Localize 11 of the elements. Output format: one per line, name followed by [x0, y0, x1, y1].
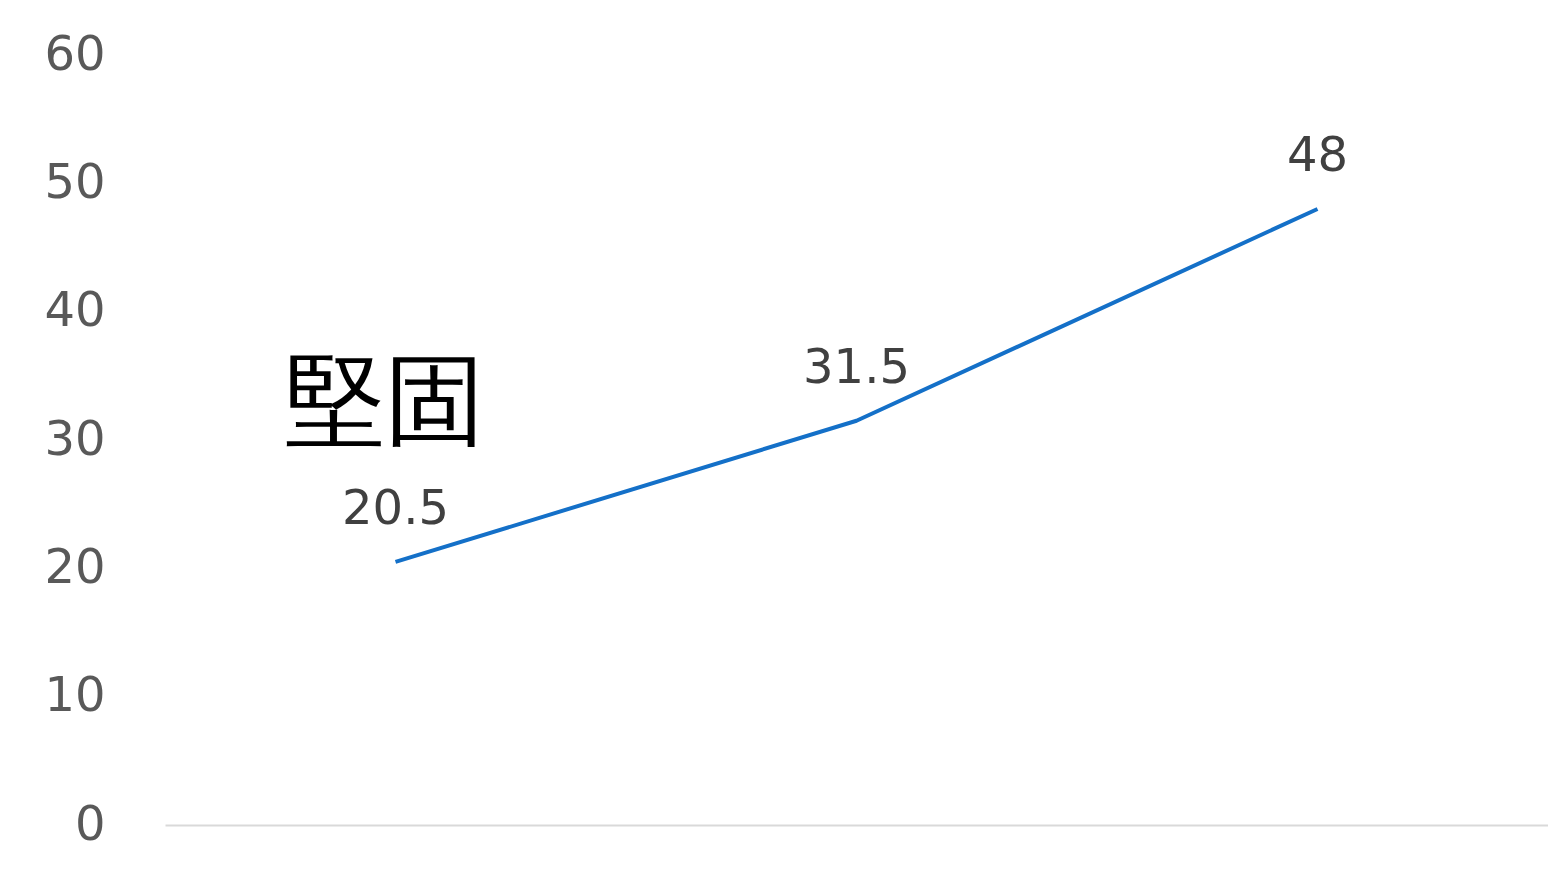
data-label: 48 [1286, 126, 1349, 182]
y-tick-label: 10 [44, 666, 106, 723]
y-tick-label: 20 [44, 537, 106, 594]
y-tick-label: 40 [44, 281, 106, 338]
data-label: 20.5 [342, 478, 449, 535]
y-tick-label: 30 [44, 409, 106, 466]
data-label: 31.5 [803, 337, 910, 394]
annotation: 堅固 [285, 342, 485, 459]
y-tick-label: 0 [74, 794, 106, 851]
y-tick-label: 50 [44, 152, 106, 209]
y-tick-label: 60 [44, 24, 106, 81]
